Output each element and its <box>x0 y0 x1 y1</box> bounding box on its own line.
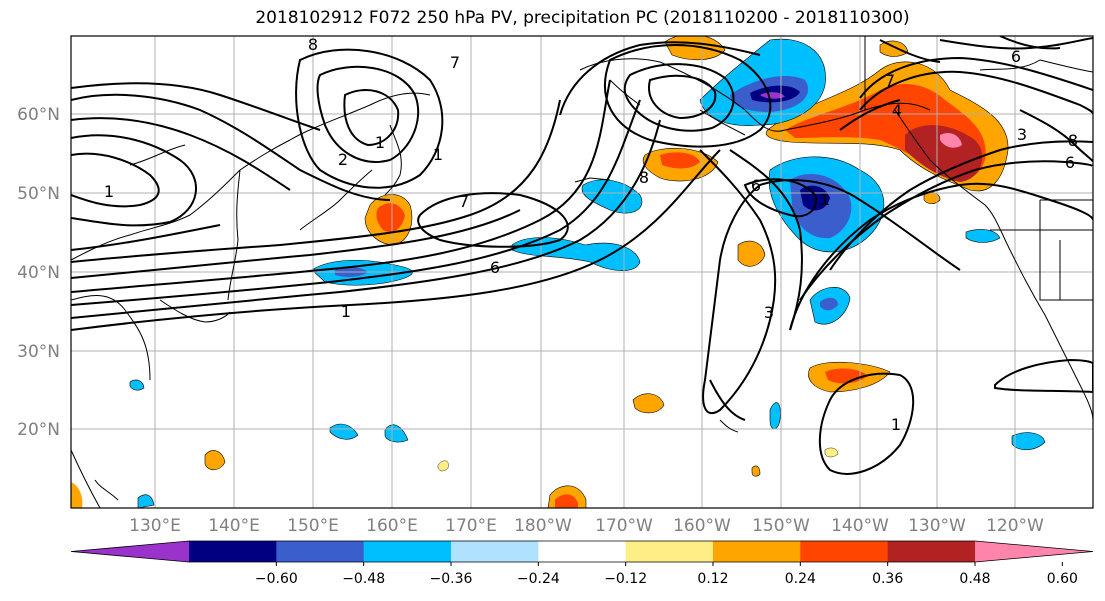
colorbar-tick-label: 0.36 <box>872 571 903 587</box>
lat-label: 30°N <box>17 342 60 362</box>
lon-label: 120°W <box>986 516 1044 536</box>
contour-label: 6 <box>1065 153 1075 172</box>
lon-label: 160°W <box>673 516 731 536</box>
precip-area <box>632 393 665 414</box>
colorbar-tick-label: −0.60 <box>255 571 298 587</box>
contour-label: 7 <box>885 71 895 90</box>
colorbar-swatch <box>625 541 714 562</box>
colorbar-swatch <box>800 541 889 562</box>
map-area: 8 7 1 2 1 1 7 6 1 6 3 8 7 4 3 6 8 6 1 1 <box>71 35 1093 508</box>
colorbar-swatch <box>189 541 277 562</box>
contour-label: 4 <box>892 101 902 120</box>
lon-label: 180°W <box>514 516 572 536</box>
precip-area <box>824 447 839 458</box>
latitude-labels: 60°N 50°N 40°N 30°N 20°N <box>17 105 60 440</box>
precip-area <box>129 379 145 391</box>
lon-label: 150°E <box>287 516 339 536</box>
colorbar-tick-label: −0.24 <box>517 571 560 587</box>
precip-area <box>511 237 641 271</box>
lat-label: 60°N <box>17 105 60 125</box>
colorbar-swatch <box>363 541 452 562</box>
lon-label: 140°W <box>831 516 889 536</box>
colorbar-swatch <box>276 541 365 562</box>
colorbar-tick-label: −0.36 <box>430 571 473 587</box>
lon-label: 130°E <box>129 516 181 536</box>
lon-label: 160°E <box>366 516 418 536</box>
colorbar-tick-label: 0.24 <box>785 571 816 587</box>
precip-area <box>555 494 578 508</box>
colorbar-swatch <box>538 541 627 562</box>
contour-label: 1 <box>433 145 443 164</box>
precip-area <box>204 450 226 471</box>
precip-area <box>965 229 1001 243</box>
contour-label: 6 <box>751 176 761 195</box>
lat-label: 50°N <box>17 184 60 204</box>
precip-area <box>660 152 700 169</box>
lat-label: 40°N <box>17 263 60 283</box>
colorbar-outline <box>70 540 1094 563</box>
pv-contours <box>71 36 1093 475</box>
longitude-labels: 130°E 140°E 150°E 160°E 170°E 180°W 170°… <box>129 516 1044 536</box>
contour-label: 1 <box>341 302 351 321</box>
precip-area <box>879 40 909 57</box>
contour-label: 1 <box>375 133 385 152</box>
contour-label: 7 <box>459 192 469 211</box>
contour-label: 6 <box>490 258 500 277</box>
precip-area <box>1011 432 1046 451</box>
precip-area <box>376 203 405 232</box>
contour-label: 1 <box>891 415 901 434</box>
contour-label: 1 <box>820 190 830 209</box>
precip-area <box>760 92 785 99</box>
colorbar: −0.60 −0.48 −0.36 −0.24 −0.12 0.12 0.24 0.36 0.4… <box>70 540 1094 587</box>
lon-label: 170°W <box>595 516 653 536</box>
precip-area <box>905 124 983 182</box>
contour-label: 8 <box>639 168 649 187</box>
lon-label: 140°E <box>208 516 260 536</box>
precip-area <box>825 368 868 384</box>
colorbar-swatch <box>713 541 801 562</box>
precip-area <box>329 423 359 440</box>
contour-label: 8 <box>1068 131 1078 150</box>
precip-area <box>71 482 83 508</box>
colorbar-swatch <box>887 541 976 562</box>
precip-area <box>940 133 962 148</box>
colorbar-tick-label: 0.48 <box>959 571 990 587</box>
lon-label: 170°E <box>445 516 497 536</box>
colorbar-swatch <box>71 541 189 562</box>
colorbar-tick-label: −0.48 <box>342 571 385 587</box>
precip-shading <box>71 36 1046 508</box>
precip-area <box>751 465 761 477</box>
precip-area <box>737 240 766 267</box>
colorbar-swatch <box>451 541 539 562</box>
contour-label: 7 <box>450 53 460 72</box>
precip-area <box>137 494 155 508</box>
lat-label: 20°N <box>17 420 60 440</box>
colorbar-tick-label: 0.60 <box>1047 571 1078 587</box>
precip-area <box>769 402 781 430</box>
pv-contour-labels: 8 7 1 2 1 1 7 6 1 6 3 8 7 4 3 6 8 6 1 1 <box>104 35 1078 434</box>
contour-label: 3 <box>1017 125 1027 144</box>
contour-label: 6 <box>1011 47 1021 66</box>
colorbar-tick-label: 0.12 <box>697 571 728 587</box>
contour-label: 1 <box>104 182 114 201</box>
contour-label: 3 <box>764 303 774 322</box>
lon-label: 130°W <box>908 516 966 536</box>
colorbar-swatch <box>975 541 1093 562</box>
colorbar-tick-label: −0.12 <box>604 571 647 587</box>
map-frame <box>70 35 1094 509</box>
precip-area <box>437 460 449 472</box>
contour-label: 2 <box>338 150 348 169</box>
precip-area <box>820 297 838 311</box>
contour-label: 8 <box>308 35 318 54</box>
lon-label: 150°W <box>752 516 810 536</box>
map-title: 2018102912 F072 250 hPa PV, precipitatio… <box>255 8 910 28</box>
